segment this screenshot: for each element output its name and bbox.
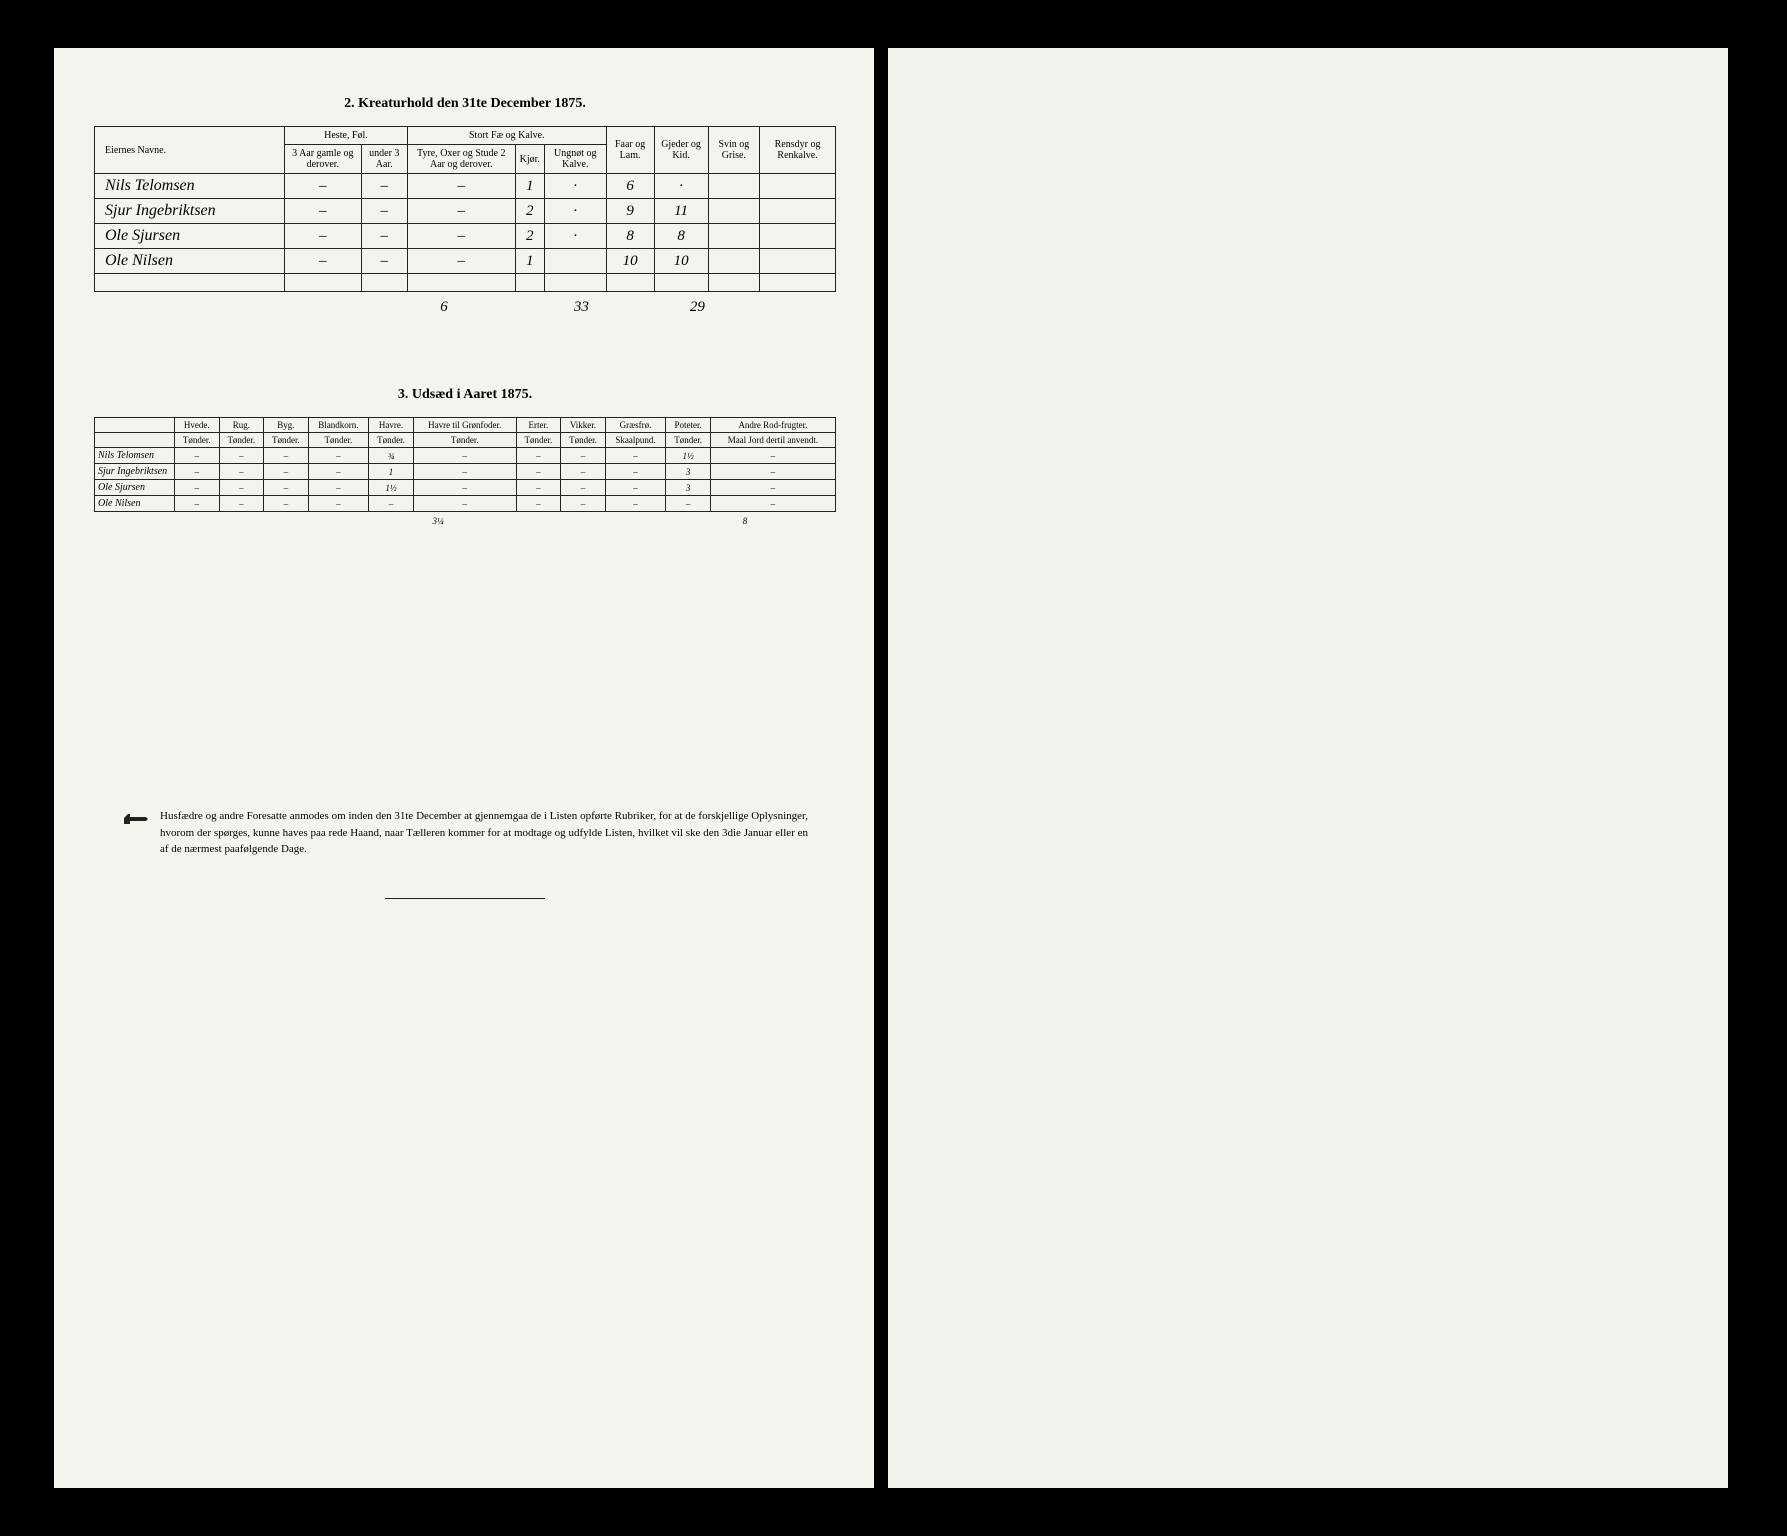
col-reindeer: Rensdyr og Renkalve. <box>760 127 836 174</box>
owner-name: Sjur Ingebriktsen <box>95 464 175 480</box>
table-row: Nils Telomsen – – – – ¾ – – – – 1½ – <box>95 448 836 464</box>
table-row: Ole Nilsen – – – – – – – – – – – <box>95 496 836 512</box>
total-sheep: 33 <box>523 296 639 319</box>
table-row: Sjur Ingebriktsen – – – 2 · 9 11 <box>95 199 836 224</box>
table-row: Ole Sjursen – – – 2 · 8 8 <box>95 224 836 249</box>
col-sheep: Faar og Lam. <box>606 127 654 174</box>
col-pig: Svin og Grise. <box>708 127 760 174</box>
section1-title: 2. Kreaturhold den 31te December 1875. <box>94 96 836 116</box>
col-byg: Byg. <box>264 418 309 433</box>
livestock-table: Eiernes Navne. Heste, Føl. Stort Fæ og K… <box>94 126 836 292</box>
col-name: Eiernes Navne. <box>95 127 285 174</box>
col-cattle-cow: Kjør. <box>515 145 544 174</box>
col-rug: Rug. <box>219 418 264 433</box>
owner-name: Ole Nilsen <box>95 249 285 274</box>
total-goat: 29 <box>639 296 755 319</box>
section2-title: 3. Udsæd i Aaret 1875. <box>94 387 836 407</box>
table-row: Sjur Ingebriktsen – – – – 1 – – – – 3 – <box>95 464 836 480</box>
footnote-text: Husfædre og andre Foresatte anmodes om i… <box>160 808 808 858</box>
col-havre-gron: Havre til Grønfoder. <box>413 418 516 433</box>
col-poteter: Poteter. <box>666 418 711 433</box>
col-graes: Græsfrø. <box>605 418 666 433</box>
table-row: Ole Sjursen – – – – 1½ – – – – 3 – <box>95 480 836 496</box>
owner-name: Ole Sjursen <box>95 224 285 249</box>
end-divider <box>385 898 545 899</box>
col-erter: Erter. <box>516 418 561 433</box>
col-androd: Andre Rod-frugter. <box>710 418 835 433</box>
col-hvede: Hvede. <box>175 418 220 433</box>
col-cattle-bull: Tyre, Oxer og Stude 2 Aar og derover. <box>407 145 515 174</box>
document-page: 2. Kreaturhold den 31te December 1875. E… <box>54 48 874 1488</box>
owner-name: Nils Telomsen <box>95 448 175 464</box>
footnote-block: Husfædre og andre Foresatte anmodes om i… <box>94 808 836 858</box>
pointing-hand-icon <box>122 810 150 828</box>
col-horse-young: under 3 Aar. <box>361 145 407 174</box>
total-cows: 6 <box>405 296 483 319</box>
table-row: Nils Telomsen – – – 1 · 6 · <box>95 174 836 199</box>
col-havre: Havre. <box>369 418 414 433</box>
seeding-table: Hvede. Rug. Byg. Blandkorn. Havre. Havre… <box>94 417 836 512</box>
owner-name: Nils Telomsen <box>95 174 285 199</box>
total-havre: 3¼ <box>368 514 508 528</box>
col-bland: Blandkorn. <box>308 418 369 433</box>
col-group-horse: Heste, Føl. <box>285 127 408 145</box>
table-row: Ole Nilsen – – – 1 10 10 <box>95 249 836 274</box>
table-row <box>95 274 836 292</box>
col-cattle-calf: Ungnøt og Kalve. <box>544 145 606 174</box>
col-vikker: Vikker. <box>561 418 606 433</box>
owner-name: Sjur Ingebriktsen <box>95 199 285 224</box>
owner-name: Ole Nilsen <box>95 496 175 512</box>
total-poteter: 8 <box>702 514 787 528</box>
owner-name: Ole Sjursen <box>95 480 175 496</box>
col-horse-old: 3 Aar gamle og derover. <box>285 145 362 174</box>
blank-facing-page <box>888 48 1728 1488</box>
col-group-cattle: Stort Fæ og Kalve. <box>407 127 606 145</box>
col-goat: Gjeder og Kid. <box>654 127 708 174</box>
